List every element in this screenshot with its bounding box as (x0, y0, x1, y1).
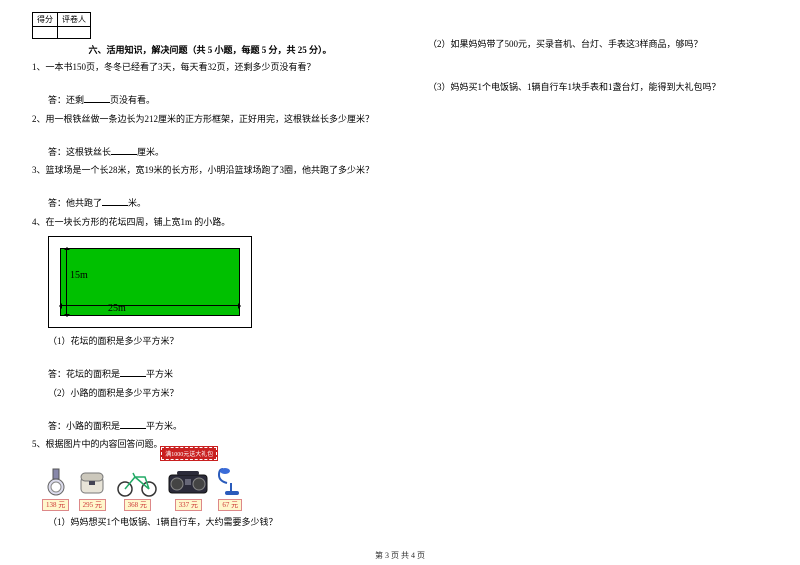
flowerbed-figure: 25m 15m (48, 236, 252, 328)
section-title: 六、活用知识，解决问题（共 5 小题，每题 5 分，共 25 分）。 (32, 43, 388, 56)
q4-ans1: 答：花坛的面积是平方米 (48, 369, 173, 379)
q5-sub3: （3）妈妈买1个电饭锅、1辆自行车1块手表和1盏台灯，能得到大礼包吗？ (428, 80, 768, 95)
promo-tag: 满1000元送大礼包 (161, 447, 217, 460)
q5-sub1: （1）妈妈想买1个电饭锅、1辆自行车，大约需要多少钱？ (48, 515, 388, 530)
dim-height: 15m (70, 270, 88, 281)
page-footer: 第 3 页 共 4 页 (0, 550, 800, 561)
q3-answer: 答：他共跑了米。 (48, 198, 146, 208)
q4-sub1: （1）花坛的面积是多少平方米？ (48, 334, 388, 349)
q4-sub2: （2）小路的面积是多少平方米？ (48, 386, 388, 401)
score-header-score: 得分 (33, 13, 58, 27)
price-bike: 368 元 (124, 499, 151, 511)
q2-answer: 答：这根铁丝长厘米。 (48, 147, 164, 157)
q5-sub2: （2）如果妈妈带了500元，买录音机、台灯、手表这3样商品，够吗？ (428, 37, 768, 52)
product-bike: 368 元 (115, 459, 159, 511)
q2-text: 2、用一根铁丝做一条边长为212厘米的正方形框架，正好用完，这根铁丝长多少厘米？ (32, 112, 388, 127)
product-cooker: 295 元 (77, 459, 107, 511)
watch-icon (45, 467, 67, 497)
product-row: 138 元 295 元 (42, 459, 388, 511)
product-watch: 138 元 (42, 459, 69, 511)
score-header-grader: 评卷人 (58, 13, 91, 27)
price-lamp: 67 元 (218, 499, 242, 511)
product-lamp: 67 元 (217, 459, 243, 511)
cooker-icon (77, 467, 107, 497)
q1-answer: 答：还剩页没有看。 (48, 95, 155, 105)
product-radio: 满1000元送大礼包 337 元 (167, 459, 209, 511)
q1-text: 1、一本书150页，冬冬已经看了3天，每天看32页，还剩多少页没有看？ (32, 60, 388, 75)
dim-width: 25m (108, 303, 126, 314)
q4-text: 4、在一块长方形的花坛四周，铺上宽1m 的小路。 (32, 215, 388, 230)
score-table: 得分 评卷人 (32, 12, 91, 39)
price-radio: 337 元 (175, 499, 202, 511)
price-cooker: 295 元 (79, 499, 106, 511)
lamp-icon (217, 465, 243, 497)
radio-icon (167, 469, 209, 497)
price-watch: 138 元 (42, 499, 69, 511)
bike-icon (115, 467, 159, 497)
q3-text: 3、篮球场是一个长28米，宽19米的长方形，小明沿篮球场跑了3圈，他共跑了多少米… (32, 163, 388, 178)
q4-ans2: 答：小路的面积是平方米。 (48, 421, 182, 431)
